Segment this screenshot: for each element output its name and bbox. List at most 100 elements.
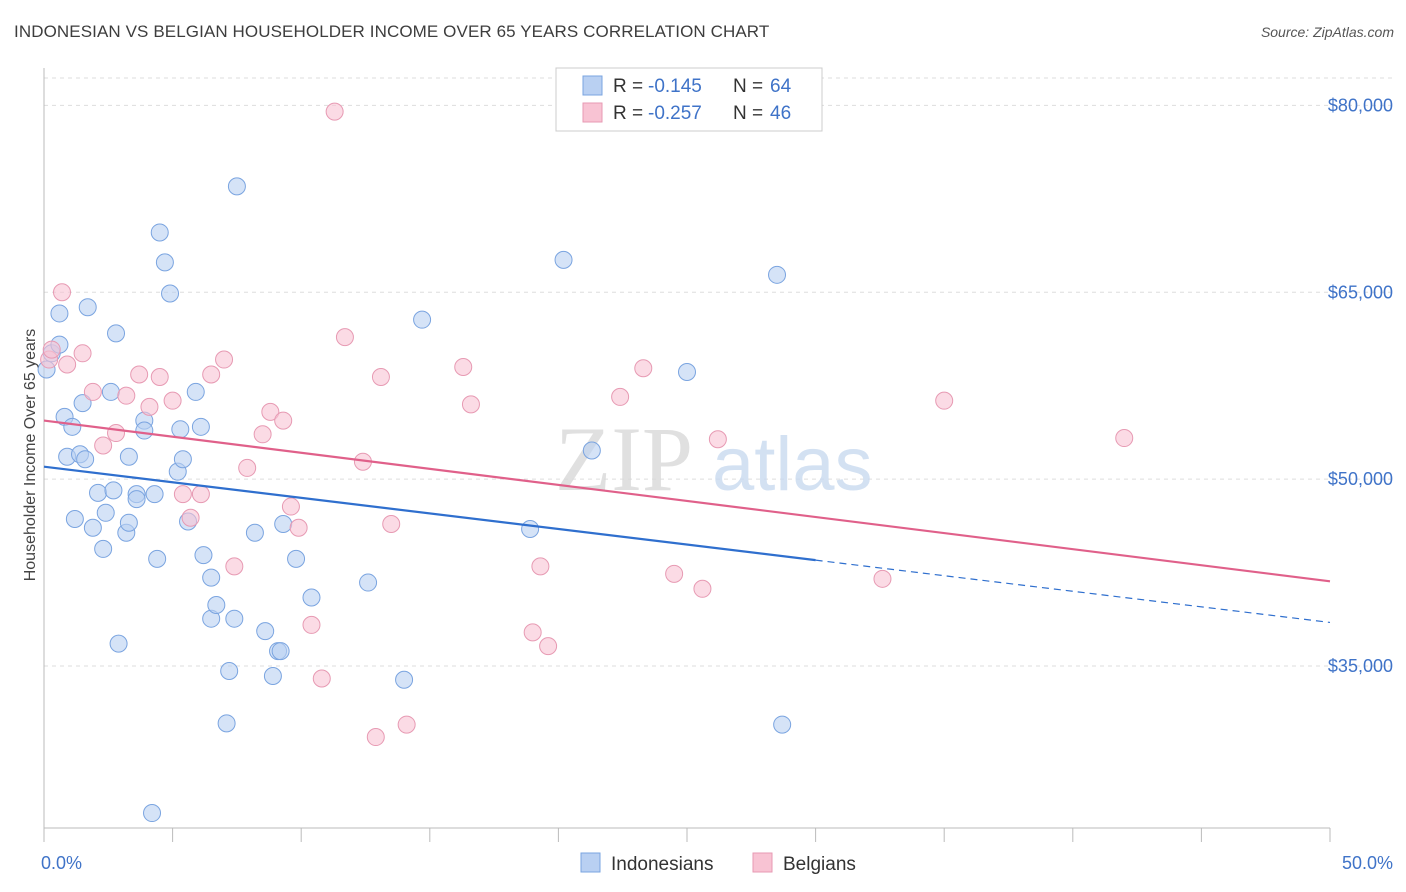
data-point-indonesians [83,518,102,537]
data-point-indonesians [413,310,432,329]
data-point-belgians [539,637,558,656]
data-point-indonesians [274,515,293,533]
watermark: ZIP atlas [555,408,873,510]
trend-lines [43,419,1331,624]
data-point-indonesians [194,546,213,565]
data-point-belgians [130,365,149,384]
data-point-belgians [693,579,712,598]
stats-r-label-2: R = [613,103,643,124]
y-tick-label: $65,000 [1328,282,1393,302]
series-indonesians [37,177,792,823]
data-point-belgians [935,391,954,410]
data-point-indonesians [145,485,164,504]
data-point-indonesians [773,715,792,734]
data-point-belgians [191,485,210,504]
data-point-indonesians [217,714,236,733]
source-label: Source: ZipAtlas.com [1260,24,1394,40]
data-point-belgians [873,569,892,588]
data-point-belgians [150,367,169,386]
stats-swatch-indonesians [582,75,603,96]
data-point-indonesians [76,450,95,469]
data-point-indonesians [287,549,306,568]
data-point-belgians [281,497,300,516]
data-point-belgians [634,359,653,378]
data-point-belgians [238,458,257,477]
data-point-indonesians [143,804,162,823]
data-point-indonesians [395,670,414,689]
data-point-indonesians [678,363,696,381]
data-point-indonesians [256,622,275,641]
data-point-indonesians [225,609,244,628]
stats-n-label-2: N = [733,103,763,124]
stats-n-value-1: 64 [770,76,792,97]
stats-r-label-1: R = [613,76,643,97]
data-point-belgians [1115,429,1134,448]
x-tick-label: 0.0% [41,853,82,873]
data-point-indonesians [50,304,69,323]
data-point-belgians [215,350,234,369]
data-point-belgians [202,365,221,384]
x-tick-labels: 0.0% 50.0% [41,853,1393,873]
data-point-indonesians [359,573,378,592]
data-point-indonesians [135,421,154,440]
data-point-indonesians [271,642,290,661]
data-point-belgians [58,355,77,374]
data-point-belgians [461,395,480,414]
data-point-belgians [261,402,280,421]
data-point-belgians [371,367,390,386]
data-point-indonesians [227,177,246,196]
data-point-indonesians [186,382,205,401]
data-point-belgians [708,430,727,449]
trend-line-indonesians [43,465,816,562]
data-point-indonesians [302,588,321,607]
y-tick-label: $80,000 [1328,95,1393,115]
y-tick-label: $35,000 [1328,656,1393,676]
stats-r-value-1: -0.145 [648,76,702,97]
data-point-indonesians [245,523,264,542]
data-point-belgians [181,508,200,527]
data-point-belgians [140,397,159,416]
y-tick-label: $50,000 [1328,469,1393,489]
data-point-indonesians [65,510,84,529]
data-point-indonesians [127,490,146,509]
legend-label-belgians: Belgians [783,854,856,875]
data-point-belgians [117,386,136,405]
data-point-indonesians [155,253,174,272]
y-tick-labels: $35,000 $50,000 $65,000 $80,000 [1328,95,1393,676]
data-point-belgians [107,424,126,443]
chart-title: INDONESIAN VS BELGIAN HOUSEHOLDER INCOME… [14,22,770,41]
data-point-belgians [173,485,192,504]
data-point-indonesians [150,223,169,242]
legend-swatch-indonesians [580,852,601,873]
data-point-indonesians [107,324,126,343]
data-point-indonesians [582,441,601,460]
data-point-indonesians [109,634,128,653]
data-point-indonesians [768,265,787,284]
data-point-belgians [523,623,542,642]
data-point-indonesians [89,483,108,502]
stats-n-label-1: N = [733,76,763,97]
data-point-belgians [274,411,293,430]
stats-swatch-belgians [582,102,603,123]
data-point-indonesians [521,519,540,538]
data-point-belgians [163,391,182,410]
data-point-indonesians [207,595,226,614]
data-point-indonesians [63,417,82,436]
data-point-belgians [665,564,684,583]
data-point-indonesians [263,667,282,685]
watermark-atlas: atlas [712,422,873,507]
data-point-indonesians [96,503,115,522]
bottom-legend: Indonesians Belgians [580,852,856,875]
stats-legend: R = -0.145 N = 64 R = -0.257 N = 46 [555,67,823,132]
axes [43,68,1331,842]
x-tick-label: 50.0% [1342,853,1393,873]
y-axis-title: Householder Income Over 65 years [22,329,39,582]
data-point-indonesians [191,417,210,436]
data-point-belgians [397,715,416,734]
data-point-belgians [225,557,244,576]
data-point-indonesians [94,539,113,558]
data-point-belgians [289,518,308,537]
data-point-indonesians [104,481,123,500]
data-point-indonesians [78,298,97,317]
stats-r-value-2: -0.257 [648,103,702,124]
